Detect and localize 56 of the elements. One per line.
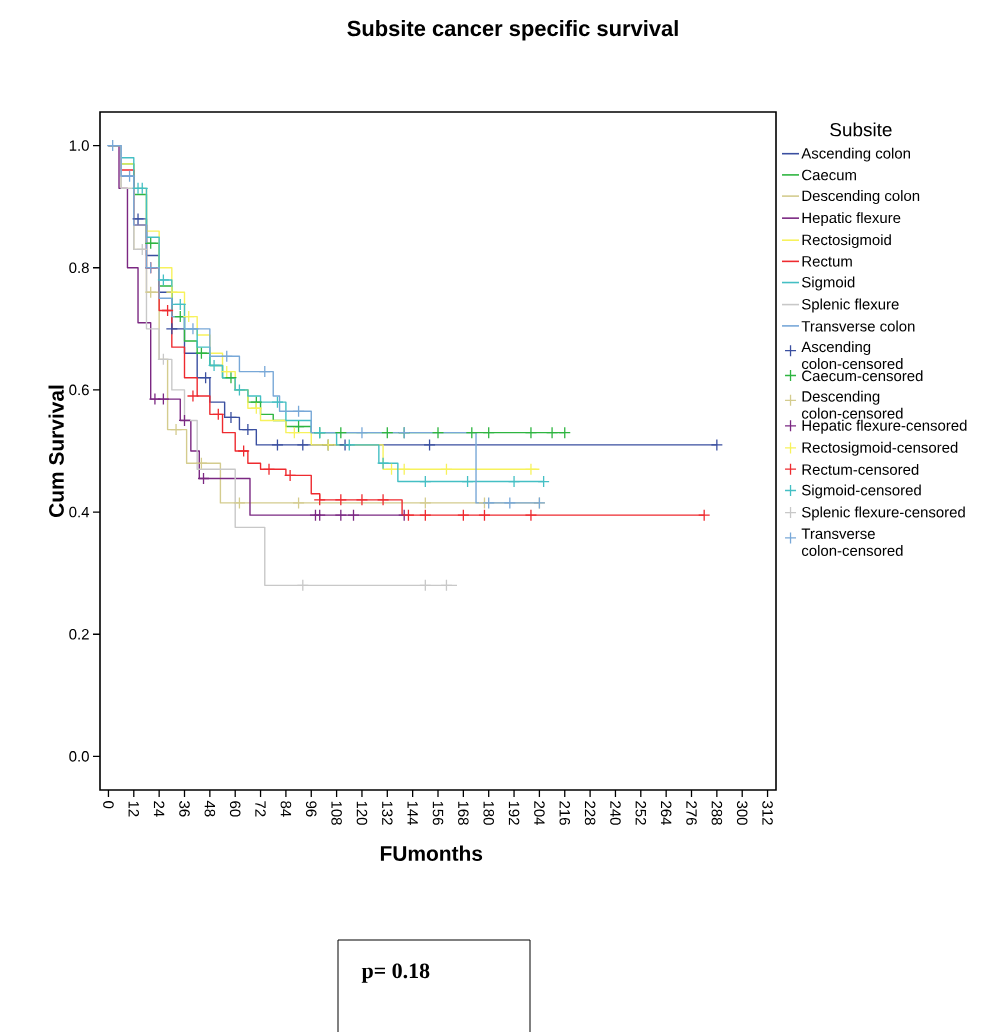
- x-tick-label: 24: [153, 801, 165, 817]
- legend-label: Splenic flexure-censored: [802, 506, 965, 521]
- x-tick-label: 132: [382, 801, 393, 825]
- x-tick-label: 204: [534, 801, 545, 826]
- x-tick-label: 96: [305, 801, 317, 817]
- legend-label: Sigmoid-censored: [802, 484, 921, 499]
- x-tick-label: 168: [458, 801, 469, 825]
- x-axis-title: FUmonths: [380, 845, 483, 861]
- x-tick-label: 252: [635, 801, 647, 825]
- x-tick-label: 288: [711, 801, 723, 825]
- legend-label: Transverse colon: [801, 320, 915, 332]
- x-tick-label: 144: [407, 801, 418, 826]
- chart-title: Subsite cancer specific survival: [347, 20, 678, 41]
- x-tick-label: 60: [229, 801, 241, 817]
- legend-label: Rectum: [802, 256, 852, 267]
- legend-label: Hepatic flexure-censored: [802, 419, 967, 434]
- x-tick-label: 264: [660, 801, 672, 826]
- legend-label: Rectum-censored: [802, 463, 919, 475]
- legend-label: Ascending colon: [801, 147, 910, 162]
- x-tick-label: 120: [356, 801, 368, 825]
- x-tick-label: 156: [432, 801, 444, 825]
- y-tick-label: 0.0: [69, 751, 89, 762]
- legend-label: Descending colon-censored: [801, 390, 903, 419]
- y-tick-label: 0.2: [69, 628, 89, 640]
- y-tick-label: 0.6: [69, 384, 89, 396]
- legend-label: Splenic flexure: [802, 298, 899, 313]
- x-tick-label: 180: [483, 801, 494, 825]
- legend-label: Transverse colon-censored: [801, 528, 903, 556]
- legend-label: Caecum: [802, 169, 856, 181]
- legend-label: Sigmoid: [802, 276, 855, 291]
- x-tick-label: 108: [331, 801, 342, 825]
- x-tick-label: 300: [736, 801, 748, 825]
- x-tick-label: 72: [255, 801, 266, 817]
- legend-label: Rectosigmoid: [802, 234, 891, 249]
- legend-label: Caecum-censored: [802, 370, 923, 382]
- x-tick-label: 240: [610, 801, 621, 825]
- x-tick-label: 48: [204, 800, 216, 817]
- legend-label: Hepatic flexure: [802, 212, 901, 227]
- x-tick-label: 312: [762, 801, 773, 825]
- x-tick-label: 36: [179, 801, 190, 817]
- legend-label: Rectosigmoid-censored: [802, 441, 958, 456]
- legend-label: Ascending colon-censored: [801, 341, 903, 370]
- y-tick-label: 0.8: [69, 262, 89, 274]
- x-tick-label: 228: [584, 801, 596, 825]
- legend-label: Descending colon: [802, 190, 920, 205]
- legend-title: Subsite: [830, 122, 892, 137]
- y-tick-label: 0.4: [69, 506, 90, 518]
- x-tick-label: 276: [686, 801, 697, 825]
- x-tick-label: 84: [280, 801, 292, 817]
- x-tick-label: 12: [128, 801, 140, 817]
- text: p= 0.18: [361, 963, 430, 983]
- y-axis-title: Cum Survival: [48, 385, 64, 517]
- x-tick-label: 192: [508, 801, 520, 825]
- y-tick-label: 1.0: [69, 140, 89, 151]
- x-tick-label: 216: [559, 801, 571, 825]
- x-tick-label: 0: [103, 801, 114, 809]
